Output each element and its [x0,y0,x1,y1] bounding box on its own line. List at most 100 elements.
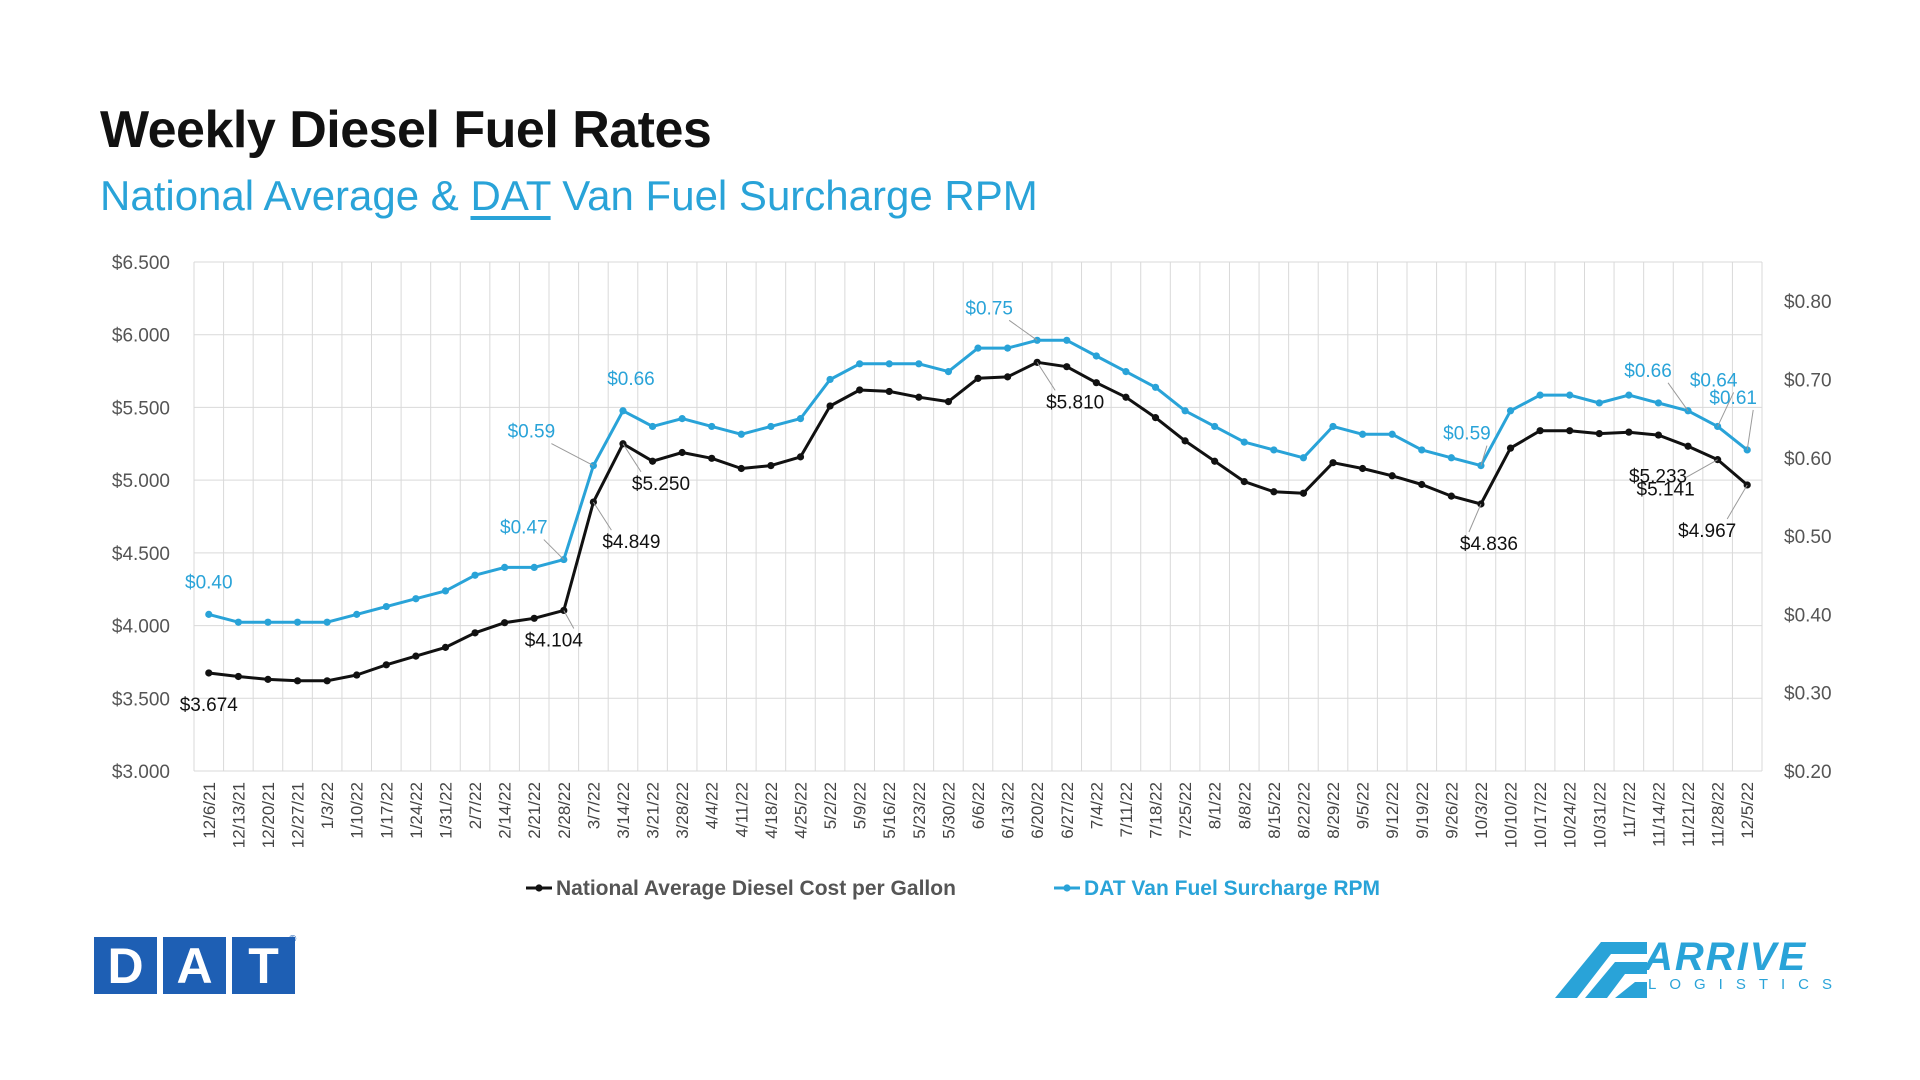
x-axis-tick-label: 10/24/22 [1561,782,1580,848]
diesel-point [501,619,509,627]
x-axis-tick-label: 6/20/22 [1028,782,1047,839]
diesel-leader-line [1468,503,1482,533]
x-axis-tick-label: 10/31/22 [1590,782,1609,848]
surcharge-point [767,422,775,431]
surcharge-data-label: $0.66 [607,369,655,390]
dat-logo-letter: D [94,937,157,994]
surcharge-point [678,415,686,423]
diesel-point [412,652,420,660]
surcharge-point [264,618,272,626]
diesel-point [264,675,272,683]
right-axis-tick-label: $0.70 [1784,370,1832,391]
x-axis-tick-label: 7/25/22 [1176,782,1195,839]
surcharge-series-line [208,338,1749,624]
diesel-point [885,387,893,396]
surcharge-point [205,610,213,618]
diesel-point [767,462,775,470]
diesel-point [1063,363,1071,371]
right-axis-tick-label: $0.60 [1784,449,1832,470]
surcharge-point [826,375,834,384]
surcharge-point [1388,430,1396,438]
x-axis-tick-label: 12/13/21 [229,782,248,848]
arrive-logo-sub: LOGISTICS [1648,976,1846,993]
surcharge-point [530,563,538,572]
diesel-point [1418,480,1426,489]
dat-logo: D A T [94,937,295,994]
diesel-leader-line [592,501,612,531]
x-axis-tick-label: 4/4/22 [703,782,722,829]
diesel-point [441,643,450,651]
x-axis-tick-label: 10/3/22 [1472,782,1491,839]
surcharge-data-label: $0.61 [1709,388,1757,409]
surcharge-point [1063,336,1071,344]
x-axis-tick-label: 7/4/22 [1087,782,1106,829]
x-axis-tick-label: 8/29/22 [1324,782,1343,839]
surcharge-point [1181,407,1189,415]
diesel-point [1092,379,1100,387]
legend-surcharge-marker [1063,884,1071,892]
diesel-point [737,464,745,473]
diesel-point [1506,444,1515,452]
x-axis-tick-label: 9/26/22 [1442,782,1461,839]
diesel-point [471,629,479,637]
surcharge-point [441,587,450,595]
x-axis-tick-label: 12/20/21 [259,782,278,848]
x-axis-tick-label: 1/10/22 [348,782,367,839]
x-axis-tick-label: 11/21/22 [1679,782,1698,847]
surcharge-point [1506,407,1515,415]
x-axis-tick-label: 8/22/22 [1294,782,1313,839]
arrive-logo-name: ARRIVE [1644,935,1808,979]
diesel-point [826,402,834,410]
x-axis-tick-label: 11/28/22 [1709,782,1728,847]
surcharge-point [796,415,805,423]
surcharge-point [293,618,302,626]
diesel-leader-line [1036,362,1056,391]
x-axis-tick-label: 6/13/22 [999,782,1018,839]
x-axis-tick-label: 1/3/22 [318,782,337,829]
surcharge-data-label: $0.66 [1624,361,1672,382]
x-axis-tick-label: 2/28/22 [555,782,574,839]
diesel-point [944,398,953,406]
diesel-data-label: $5.810 [1046,392,1104,413]
surcharge-point [1270,446,1278,454]
x-axis-tick-label: 9/5/22 [1354,782,1373,829]
diesel-point [1625,428,1633,436]
dat-logo-letter: T [232,937,295,994]
left-axis-tick-label: $6.000 [112,326,170,347]
surcharge-leader-line [1746,409,1754,451]
chart-title: Weekly Diesel Fuel Rates [100,101,712,159]
diesel-point [974,374,982,382]
dat-logo-letter: A [163,937,226,994]
x-axis-tick-label: 5/2/22 [821,782,840,829]
diesel-data-label: $5.250 [632,474,690,495]
x-axis-tick-label: 7/18/22 [1147,782,1166,839]
diesel-data-label: $4.849 [602,532,660,553]
surcharge-data-label: $0.59 [508,422,556,443]
surcharge-point [1092,352,1100,360]
x-axis-tick-label: 11/14/22 [1649,782,1668,847]
left-axis-tick-label: $3.500 [112,689,170,710]
subtitle-dat-link[interactable]: DAT [470,172,551,219]
x-axis-tick-label: 3/21/22 [644,782,663,839]
left-axis-tick-label: $5.000 [112,471,170,492]
diesel-data-label: $3.674 [180,695,239,716]
x-axis-tick-label: 3/28/22 [673,782,692,839]
surcharge-point [1654,399,1663,407]
diesel-point [1388,472,1396,480]
surcharge-point [234,618,242,626]
diesel-point [1329,459,1337,467]
surcharge-point [974,344,982,352]
surcharge-point [1003,344,1012,352]
surcharge-data-label: $0.75 [965,298,1013,319]
diesel-data-label: $4.104 [525,630,584,651]
diesel-point [323,677,331,685]
diesel-leader-line [1726,484,1748,520]
diesel-data-label: $5.141 [1637,480,1695,501]
x-axis-tick-label: 2/7/22 [466,782,485,829]
x-axis-tick-label: 6/6/22 [969,782,988,829]
x-axis-tick-label: 5/9/22 [851,782,870,829]
surcharge-point [382,602,390,611]
diesel-point [234,672,242,681]
x-axis-tick-label: 1/17/22 [377,782,396,839]
diesel-point [1654,431,1663,439]
